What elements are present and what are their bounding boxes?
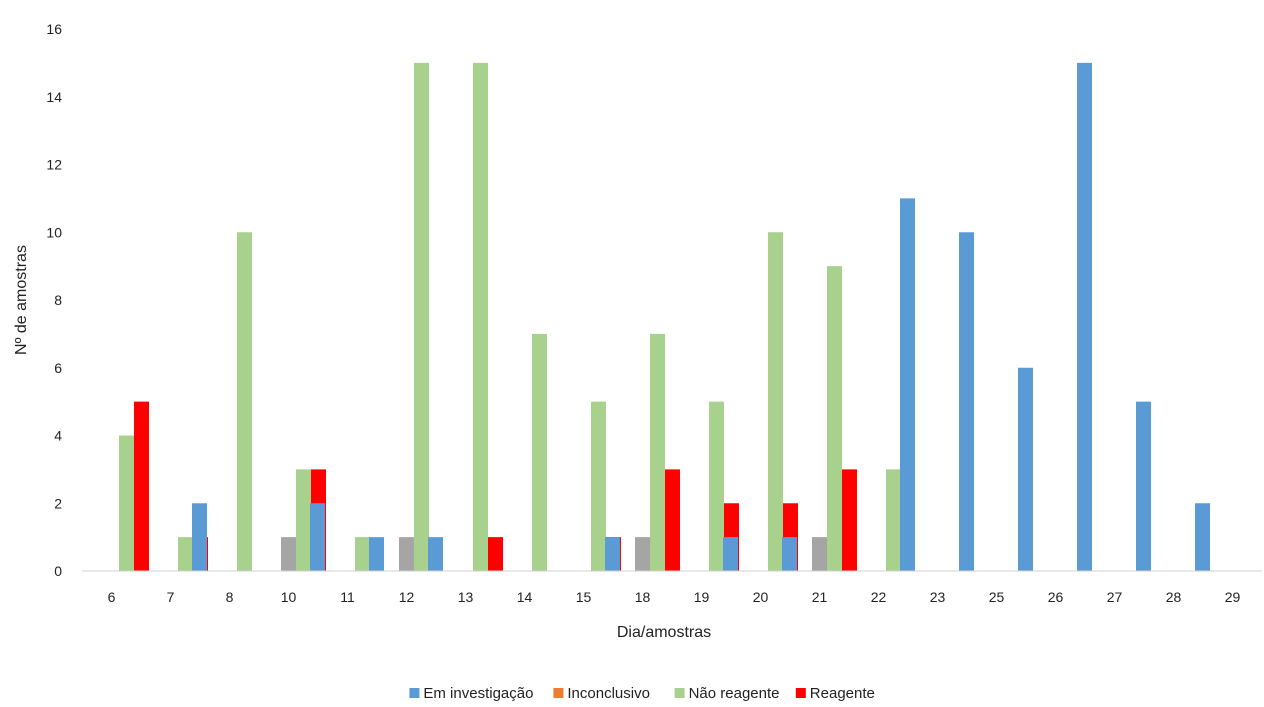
bar bbox=[399, 537, 414, 571]
bar bbox=[192, 503, 207, 571]
bar bbox=[1077, 62, 1092, 571]
bar bbox=[1018, 367, 1033, 571]
x-tick-label: 29 bbox=[1225, 589, 1241, 605]
legend-swatch bbox=[795, 688, 806, 698]
x-tick-label: 13 bbox=[458, 589, 474, 605]
x-tick-label: 22 bbox=[871, 589, 887, 605]
x-axis-ticks: 6 7 8 10 11 12 13 14 15 18 19 20 21 22 23 25 26 27 28 29 bbox=[108, 589, 1241, 605]
x-tick-label: 21 bbox=[812, 589, 828, 605]
bar bbox=[768, 232, 783, 571]
x-tick-label: 14 bbox=[517, 589, 533, 605]
legend-label: Não reagente bbox=[689, 685, 780, 702]
x-tick-label: 28 bbox=[1166, 589, 1182, 605]
y-tick-label: 4 bbox=[54, 428, 62, 444]
x-tick-label: 12 bbox=[399, 589, 415, 605]
y-tick-label: 6 bbox=[54, 360, 62, 376]
bar bbox=[237, 232, 252, 571]
bar bbox=[355, 537, 370, 571]
x-tick-label: 23 bbox=[930, 589, 946, 605]
x-tick-label: 25 bbox=[989, 589, 1005, 605]
bar bbox=[723, 537, 738, 571]
bars-layer bbox=[119, 62, 1210, 571]
bar bbox=[842, 469, 857, 571]
x-tick-label: 27 bbox=[1107, 589, 1123, 605]
bar bbox=[782, 537, 797, 571]
bar bbox=[310, 503, 325, 571]
bar bbox=[1136, 401, 1151, 571]
x-tick-label: 26 bbox=[1048, 589, 1064, 605]
legend-label: Em investigação bbox=[423, 685, 533, 702]
bar bbox=[532, 333, 547, 571]
bar bbox=[488, 537, 503, 571]
y-tick-label: 0 bbox=[54, 563, 62, 579]
legend-label: Reagente bbox=[810, 685, 875, 702]
y-axis-ticks: 0 2 4 6 8 10 12 14 16 bbox=[46, 21, 62, 579]
y-axis-title: Nº de amostras bbox=[13, 245, 30, 355]
bar bbox=[709, 401, 724, 571]
bar bbox=[296, 469, 311, 571]
y-tick-label: 12 bbox=[46, 157, 62, 173]
bar bbox=[635, 537, 650, 571]
y-tick-label: 16 bbox=[46, 21, 62, 37]
bar bbox=[428, 537, 443, 571]
bar bbox=[178, 537, 193, 571]
x-axis-title: Dia/amostras bbox=[617, 624, 711, 641]
bar bbox=[665, 469, 680, 571]
bar bbox=[134, 401, 149, 571]
x-tick-label: 8 bbox=[226, 589, 234, 605]
x-tick-label: 15 bbox=[576, 589, 592, 605]
legend: Em investigação Inconclusivo Não reagente R… bbox=[409, 685, 875, 702]
y-tick-label: 8 bbox=[54, 292, 62, 308]
bar bbox=[812, 537, 827, 571]
bar bbox=[886, 469, 901, 571]
y-tick-label: 10 bbox=[46, 224, 62, 240]
bar bbox=[827, 266, 842, 571]
bar bbox=[1195, 503, 1210, 571]
x-tick-label: 19 bbox=[694, 589, 710, 605]
y-tick-label: 14 bbox=[46, 89, 62, 105]
bar bbox=[369, 537, 384, 571]
bar bbox=[650, 333, 665, 571]
x-tick-label: 6 bbox=[108, 589, 116, 605]
bar bbox=[900, 198, 915, 571]
x-tick-label: 20 bbox=[753, 589, 769, 605]
x-tick-label: 11 bbox=[340, 589, 355, 605]
bar bbox=[591, 401, 606, 571]
legend-swatch bbox=[674, 688, 685, 698]
legend-swatch bbox=[553, 688, 564, 698]
x-tick-label: 7 bbox=[167, 589, 175, 605]
bar bbox=[959, 232, 974, 571]
y-tick-label: 2 bbox=[54, 495, 62, 511]
bar bbox=[119, 435, 134, 571]
bar bbox=[414, 62, 429, 571]
x-tick-label: 10 bbox=[281, 589, 297, 605]
bar bbox=[281, 537, 296, 571]
x-tick-label: 18 bbox=[635, 589, 651, 605]
bar bbox=[605, 537, 620, 571]
legend-swatch bbox=[409, 688, 420, 698]
bar bbox=[473, 62, 488, 571]
legend-label: Inconclusivo bbox=[567, 685, 650, 702]
